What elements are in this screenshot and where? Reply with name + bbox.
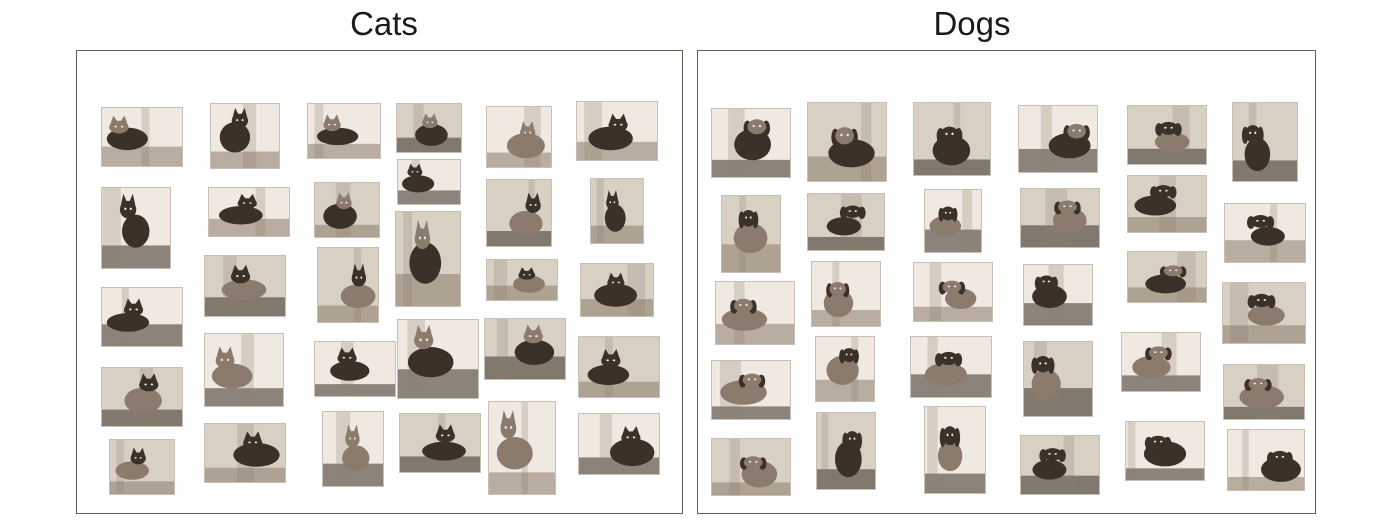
dog-photo: [1227, 429, 1305, 491]
dog-photo: [1125, 421, 1205, 481]
dog-photo: [1127, 175, 1207, 233]
cats-panel-title: Cats: [350, 5, 418, 42]
cat-photo: [397, 319, 479, 399]
cat-photo: [322, 411, 384, 487]
dog-photo: [721, 195, 781, 273]
dog-photo: [1222, 282, 1306, 344]
dog-photo: [711, 108, 791, 178]
cat-photo: [395, 211, 461, 307]
dog-photo: [1127, 105, 1207, 165]
cat-photo: [101, 187, 171, 269]
cat-photo: [576, 101, 658, 161]
cat-photo: [484, 318, 566, 380]
dog-photo: [1020, 435, 1100, 495]
dog-photo: [807, 193, 885, 251]
dog-photo: [1121, 332, 1201, 392]
dog-photo: [1223, 364, 1305, 420]
dogs-photo-panel: [697, 50, 1316, 514]
dog-photo: [910, 336, 992, 398]
dog-photo: [715, 281, 795, 345]
cat-photo: [578, 336, 660, 398]
cat-photo: [101, 287, 183, 347]
cat-photo: [396, 103, 462, 153]
cat-photo: [590, 178, 644, 244]
dog-photo: [1127, 251, 1207, 303]
cat-photo: [204, 333, 284, 407]
dog-photo: [913, 102, 991, 176]
cat-photo: [486, 179, 552, 247]
dog-photo: [924, 406, 986, 494]
cat-photo: [486, 259, 558, 301]
dog-photo: [816, 412, 876, 490]
dog-photo: [924, 189, 982, 253]
dog-photo: [711, 360, 791, 420]
cat-photo: [101, 107, 183, 167]
dogs-panel-title: Dogs: [933, 5, 1011, 42]
dog-photo: [1224, 203, 1306, 263]
dog-photo: [1232, 102, 1298, 182]
dog-photo: [811, 261, 881, 327]
cat-photo: [314, 341, 396, 397]
dog-photo: [1018, 105, 1098, 173]
cat-photo: [397, 159, 461, 205]
dog-photo: [1023, 264, 1093, 326]
dog-photo: [807, 102, 887, 182]
dog-photo: [815, 336, 875, 402]
dog-photo: [1020, 188, 1100, 248]
cat-photo: [578, 413, 660, 475]
cat-photo: [580, 263, 654, 317]
dog-photo: [711, 438, 791, 496]
cat-photo: [307, 103, 381, 159]
cat-photo: [109, 439, 175, 495]
cat-photo: [210, 103, 280, 169]
cat-photo: [101, 367, 183, 427]
cat-photo: [488, 401, 556, 495]
dog-photo: [913, 262, 993, 322]
cat-photo: [204, 423, 286, 483]
cat-photo: [399, 413, 481, 473]
cat-photo: [486, 106, 552, 168]
cat-photo: [314, 182, 380, 238]
dog-photo: [1023, 341, 1093, 417]
cats-photo-panel: [76, 50, 683, 514]
cat-photo: [204, 255, 286, 317]
cat-photo: [208, 187, 290, 237]
cat-photo: [317, 247, 379, 323]
